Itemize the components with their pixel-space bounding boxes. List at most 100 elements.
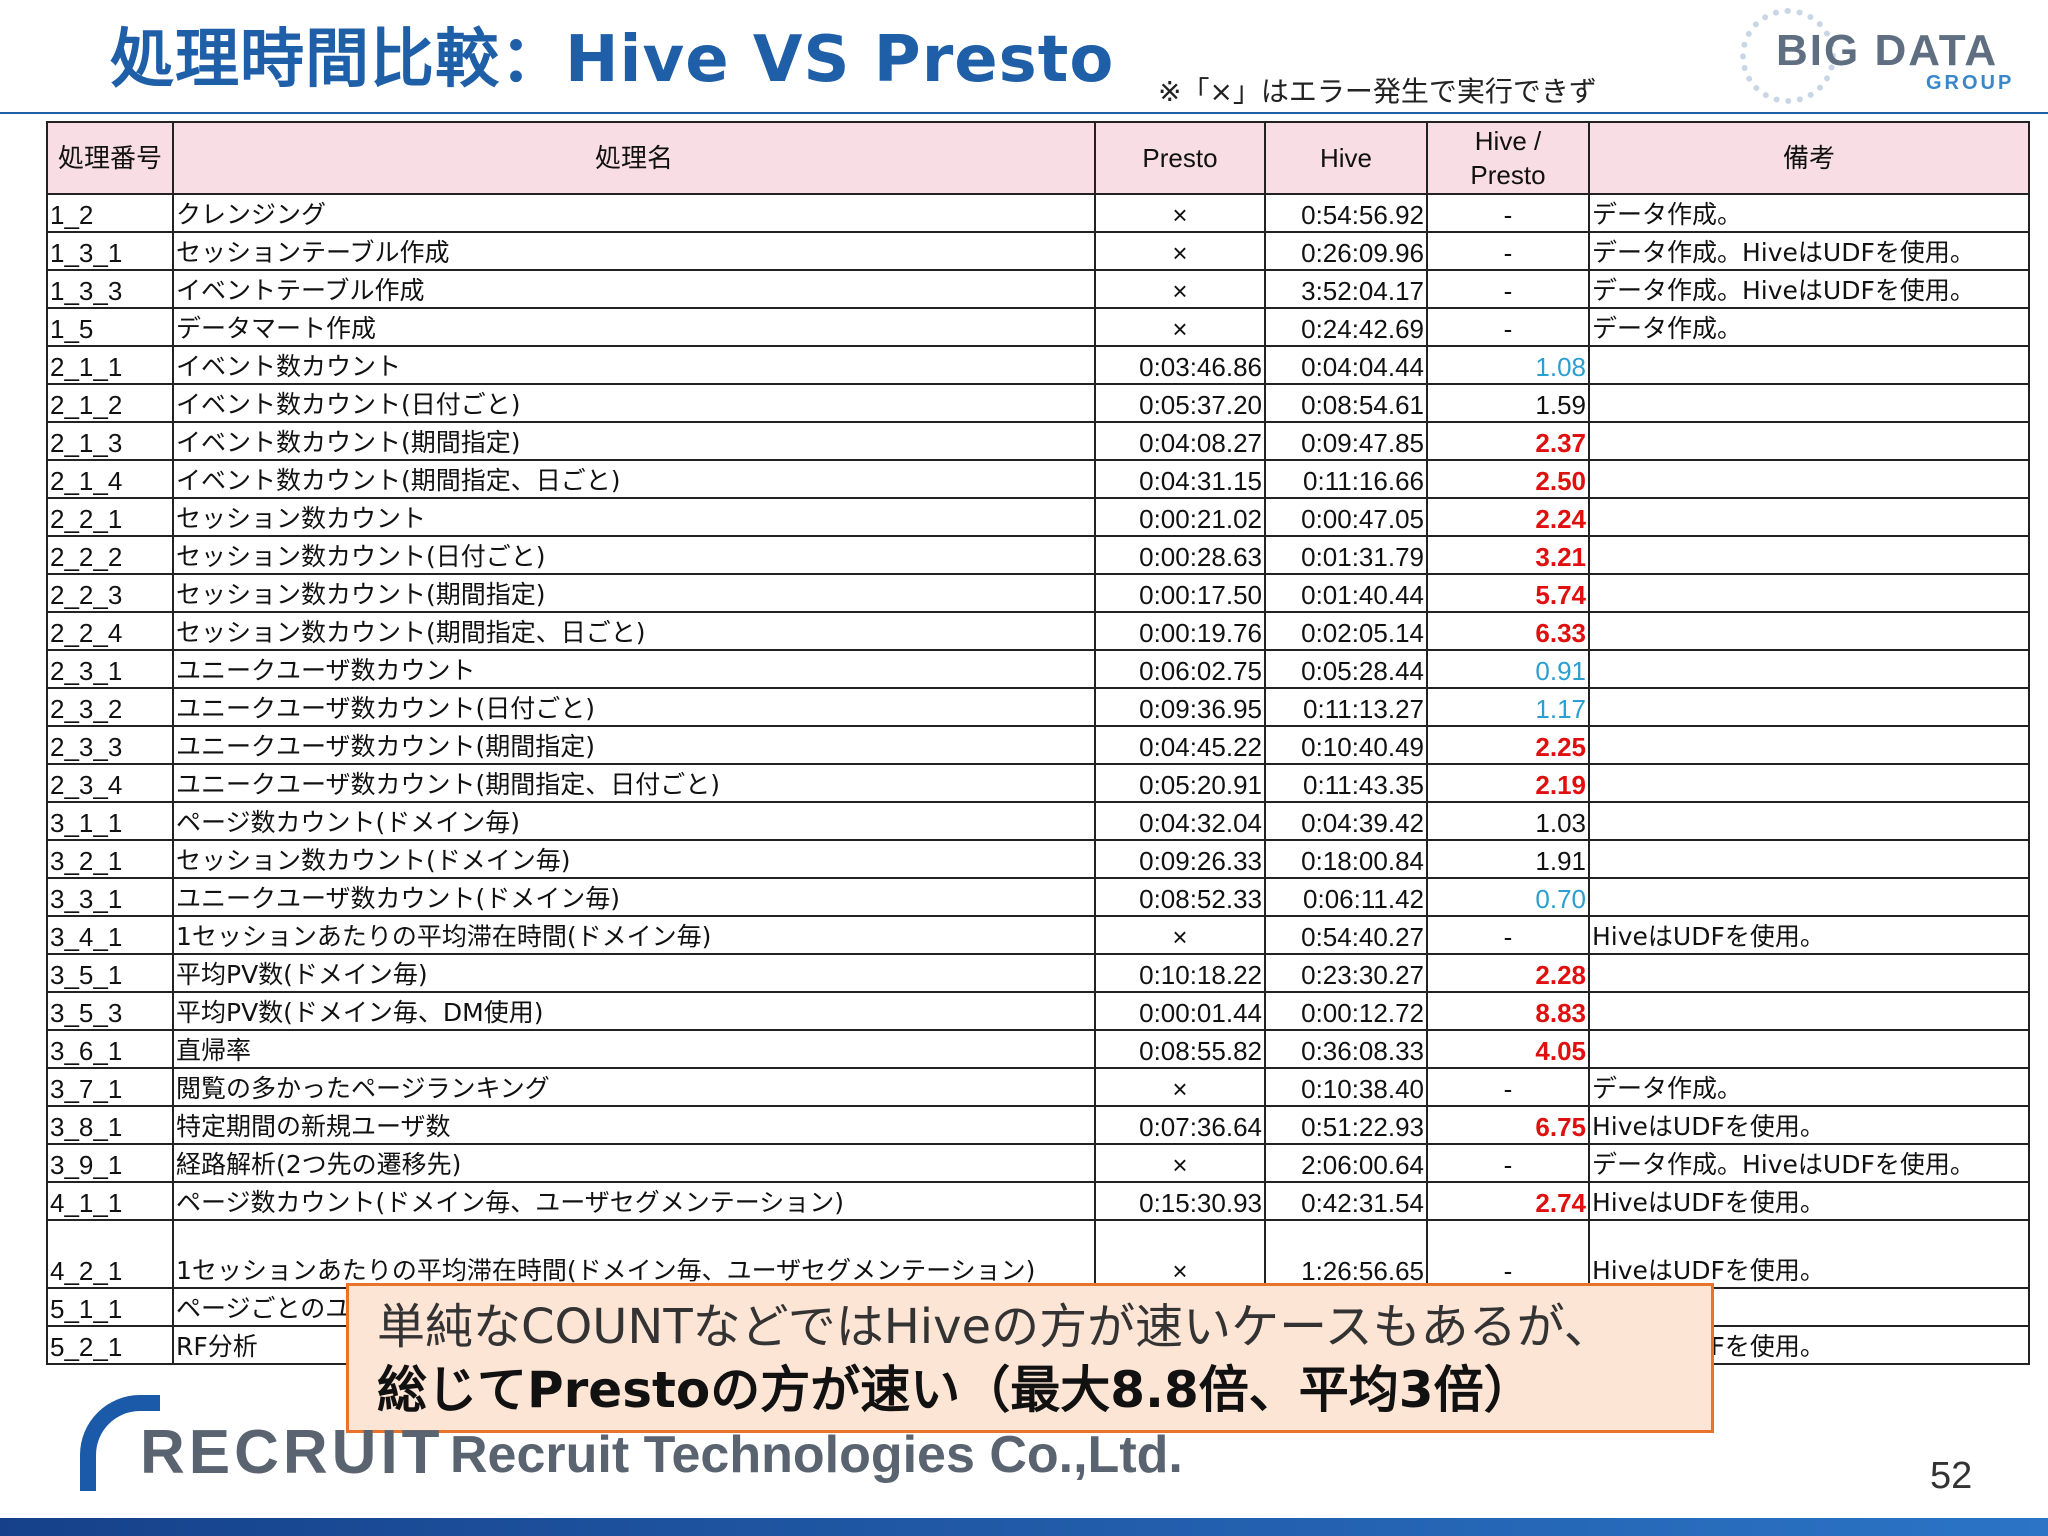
cell-process-name: ユニークユーザ数カウント(ドメイン毎)	[172, 877, 1096, 917]
cell-presto-time: 0:04:32.04	[1094, 801, 1266, 841]
cell-remark	[1588, 801, 2030, 841]
table-row: 3_5_3 平均PV数(ドメイン毎、DM使用) 0:00:01.44 0:00:12.…	[46, 991, 2030, 1031]
cell-process-name: 1セッションあたりの平均滞在時間(ドメイン毎)	[172, 915, 1096, 955]
cell-ratio: 5.74	[1426, 573, 1590, 613]
cell-remark	[1588, 877, 2030, 917]
cell-presto-time: 0:00:28.63	[1094, 535, 1266, 575]
summary-callout: 単純なCOUNTなどではHiveの方が速いケースもあるが、 総じてPrestoの…	[346, 1283, 1714, 1433]
cell-ratio: 2.50	[1426, 459, 1590, 499]
cell-ratio: 6.75	[1426, 1105, 1590, 1145]
logo-main-text: BIG DATA	[1776, 26, 1999, 75]
cell-ratio: 6.33	[1426, 611, 1590, 651]
cell-ratio: 2.28	[1426, 953, 1590, 993]
cell-hive-time: 0:42:31.54	[1264, 1181, 1428, 1221]
cell-presto-time: 0:09:26.33	[1094, 839, 1266, 879]
cell-ratio: 2.74	[1426, 1181, 1590, 1221]
cell-hive-time: 1:26:56.65	[1264, 1219, 1428, 1289]
cell-presto-time: 0:00:21.02	[1094, 497, 1266, 537]
cell-ratio: -	[1426, 269, 1590, 309]
cell-remark: データ作成。HiveはUDFを使用。	[1588, 231, 2030, 271]
cell-process-name: 特定期間の新規ユーザ数	[172, 1105, 1096, 1145]
recruit-brand-text: RECRUIT	[140, 1418, 444, 1487]
cell-presto-time: 0:05:20.91	[1094, 763, 1266, 803]
cell-presto-time: 0:00:19.76	[1094, 611, 1266, 651]
cell-hive-time: 0:26:09.96	[1264, 231, 1428, 271]
cell-presto-time: ×	[1094, 1143, 1266, 1183]
table-row: 1_5 データマート作成 × 0:24:42.69- データ作成。	[46, 307, 2030, 347]
cell-process-number: 4_2_1	[46, 1219, 174, 1289]
cell-remark: データ作成。	[1588, 307, 2030, 347]
cell-presto-time: 0:04:31.15	[1094, 459, 1266, 499]
cell-presto-time: 0:06:02.75	[1094, 649, 1266, 689]
cell-process-number: 1_3_1	[46, 231, 174, 271]
cell-remark	[1588, 725, 2030, 765]
cell-presto-time: 0:04:08.27	[1094, 421, 1266, 461]
cell-remark	[1588, 459, 2030, 499]
cell-process-number: 3_6_1	[46, 1029, 174, 1069]
cell-remark	[1588, 383, 2030, 423]
cell-ratio: 0.91	[1426, 649, 1590, 689]
table-row: 3_1_1 ページ数カウント(ドメイン毎) 0:04:32.04 0:04:39.42…	[46, 801, 2030, 841]
cell-presto-time: ×	[1094, 1067, 1266, 1107]
cell-process-name: 閲覧の多かったページランキング	[172, 1067, 1096, 1107]
cell-process-name: 経路解析(2つ先の遷移先)	[172, 1143, 1096, 1183]
table-row: 2_2_1 セッション数カウント 0:00:21.02 0:00:47.05 2.24	[46, 497, 2030, 537]
cell-process-name: データマート作成	[172, 307, 1096, 347]
cell-process-number: 2_1_1	[46, 345, 174, 385]
cell-remark	[1588, 345, 2030, 385]
cell-process-number: 2_2_1	[46, 497, 174, 537]
cell-remark	[1588, 687, 2030, 727]
cell-remark	[1588, 991, 2030, 1031]
cell-remark: HiveはUDFを使用。	[1588, 915, 2030, 955]
table-row: 1_2 クレンジング × 0:54:56.92- データ作成。	[46, 193, 2030, 233]
cell-hive-time: 0:51:22.93	[1264, 1105, 1428, 1145]
cell-process-number: 1_5	[46, 307, 174, 347]
table-row: 2_3_3 ユニークユーザ数カウント(期間指定) 0:04:45.22 0:10:40…	[46, 725, 2030, 765]
cell-presto-time: 0:15:30.93	[1094, 1181, 1266, 1221]
cell-hive-time: 0:10:38.40	[1264, 1067, 1428, 1107]
cell-process-name: ユニークユーザ数カウント	[172, 649, 1096, 689]
cell-ratio: 1.03	[1426, 801, 1590, 841]
cell-hive-time: 0:00:12.72	[1264, 991, 1428, 1031]
cell-process-name: イベント数カウント(期間指定)	[172, 421, 1096, 461]
cell-remark	[1588, 1029, 2030, 1069]
table-row: 3_9_1 経路解析(2つ先の遷移先) × 2:06:00.64- データ作成。Hive…	[46, 1143, 2030, 1183]
company-name: Recruit Technologies Co.,Ltd.	[450, 1426, 1183, 1484]
cell-ratio: 1.17	[1426, 687, 1590, 727]
cell-process-name: イベントテーブル作成	[172, 269, 1096, 309]
cell-hive-time: 0:04:04.44	[1264, 345, 1428, 385]
page-number: 52	[1930, 1455, 1973, 1497]
cell-process-number: 3_7_1	[46, 1067, 174, 1107]
cell-remark	[1588, 763, 2030, 803]
cell-remark: データ作成。HiveはUDFを使用。	[1588, 269, 2030, 309]
recruit-logo: RECRUIT Recruit Technologies Co.,Ltd.	[80, 1395, 1183, 1505]
table-row: 2_1_2 イベント数カウント(日付ごと) 0:05:37.20 0:08:54.61…	[46, 383, 2030, 423]
cell-hive-time: 0:08:54.61	[1264, 383, 1428, 423]
cell-hive-time: 0:54:56.92	[1264, 193, 1428, 233]
cell-remark	[1588, 611, 2030, 651]
cell-ratio: 1.08	[1426, 345, 1590, 385]
cell-process-number: 5_1_1	[46, 1287, 174, 1327]
cell-process-name: イベント数カウント	[172, 345, 1096, 385]
cell-ratio: 1.59	[1426, 383, 1590, 423]
cell-ratio: -	[1426, 1143, 1590, 1183]
cell-presto-time: ×	[1094, 193, 1266, 233]
cell-process-number: 3_5_3	[46, 991, 174, 1031]
cell-process-number: 2_1_4	[46, 459, 174, 499]
cell-process-number: 2_3_2	[46, 687, 174, 727]
table-row: 3_2_1 セッション数カウント(ドメイン毎) 0:09:26.33 0:18:00.…	[46, 839, 2030, 879]
callout-line-1: 単純なCOUNTなどではHiveの方が速いケースもあるが、	[377, 1299, 1612, 1355]
cell-process-number: 2_1_2	[46, 383, 174, 423]
cell-remark: HiveはUDFを使用。	[1588, 1105, 2030, 1145]
cell-hive-time: 0:36:08.33	[1264, 1029, 1428, 1069]
cell-process-name: セッション数カウント(期間指定)	[172, 573, 1096, 613]
header-remarks: 備考	[1588, 121, 2030, 195]
cell-hive-time: 0:23:30.27	[1264, 953, 1428, 993]
table-row: 4_2_1 1セッションあたりの平均滞在時間(ドメイン毎、ユーザセグメンテーション…	[46, 1219, 2030, 1289]
cell-process-number: 2_2_3	[46, 573, 174, 613]
big-data-group-logo: BIG DATA GROUP	[1740, 6, 2040, 106]
cell-presto-time: 0:07:36.64	[1094, 1105, 1266, 1145]
table-header-row: 処理番号 処理名 Presto Hive Hive / Presto 備考	[46, 121, 2030, 195]
cell-hive-time: 0:06:11.42	[1264, 877, 1428, 917]
cell-hive-time: 0:00:47.05	[1264, 497, 1428, 537]
